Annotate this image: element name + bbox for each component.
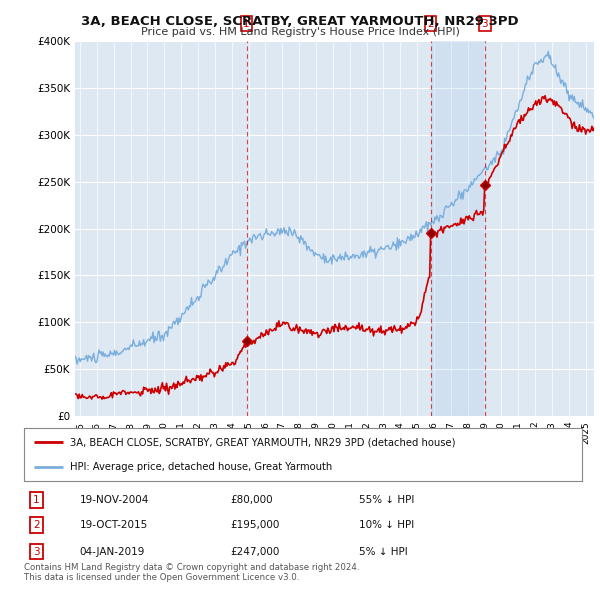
Text: This data is licensed under the Open Government Licence v3.0.: This data is licensed under the Open Gov… xyxy=(24,573,299,582)
Text: 3: 3 xyxy=(33,546,40,556)
Text: 19-NOV-2004: 19-NOV-2004 xyxy=(80,495,149,504)
Text: 2: 2 xyxy=(427,19,434,28)
Text: 19-OCT-2015: 19-OCT-2015 xyxy=(80,520,148,530)
Text: £195,000: £195,000 xyxy=(230,520,280,530)
Text: £80,000: £80,000 xyxy=(230,495,273,504)
Text: 3: 3 xyxy=(481,19,488,28)
Text: 3A, BEACH CLOSE, SCRATBY, GREAT YARMOUTH, NR29 3PD: 3A, BEACH CLOSE, SCRATBY, GREAT YARMOUTH… xyxy=(81,15,519,28)
Text: Price paid vs. HM Land Registry's House Price Index (HPI): Price paid vs. HM Land Registry's House … xyxy=(140,27,460,37)
Text: £247,000: £247,000 xyxy=(230,546,280,556)
Text: HPI: Average price, detached house, Great Yarmouth: HPI: Average price, detached house, Grea… xyxy=(70,461,332,471)
Text: Contains HM Land Registry data © Crown copyright and database right 2024.: Contains HM Land Registry data © Crown c… xyxy=(24,563,359,572)
Text: 55% ↓ HPI: 55% ↓ HPI xyxy=(359,495,414,504)
Text: 2: 2 xyxy=(33,520,40,530)
Bar xyxy=(431,41,485,416)
Text: 10% ↓ HPI: 10% ↓ HPI xyxy=(359,520,414,530)
Text: 5% ↓ HPI: 5% ↓ HPI xyxy=(359,546,407,556)
Text: 1: 1 xyxy=(243,19,250,28)
Text: 3A, BEACH CLOSE, SCRATBY, GREAT YARMOUTH, NR29 3PD (detached house): 3A, BEACH CLOSE, SCRATBY, GREAT YARMOUTH… xyxy=(70,437,455,447)
Text: 1: 1 xyxy=(33,495,40,504)
Text: 04-JAN-2019: 04-JAN-2019 xyxy=(80,546,145,556)
